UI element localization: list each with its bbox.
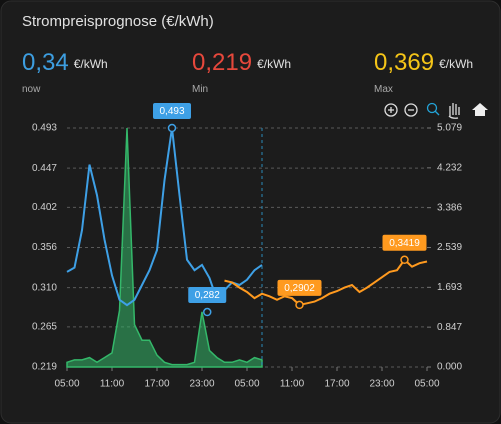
x-tick-label: 17:00	[324, 379, 349, 390]
annotation-label: 0,282	[195, 290, 220, 301]
stat-label: Min	[192, 84, 208, 95]
stat-unit: €/kWh	[74, 57, 108, 71]
y2-tick-label: 0.847	[437, 322, 462, 333]
stats: 0,34 €/kWh now 0,219 €/kWh Min 0,369 €/kWh Max	[22, 49, 473, 95]
pan[interactable]	[448, 103, 460, 119]
y-tick-label: 0.447	[32, 163, 57, 174]
annotation-label: 0,493	[159, 106, 184, 117]
line	[66, 127, 263, 307]
x-tick-label: 11:00	[280, 379, 305, 390]
stat-unit: €/kWh	[257, 57, 291, 71]
annotation-label: 0,2902	[284, 283, 315, 294]
y-tick-label: 0.402	[32, 202, 57, 213]
stat-value: 0,34	[22, 49, 69, 76]
zoom-out[interactable]	[404, 103, 418, 117]
card-title: Strompreisprognose (€/kWh)	[22, 13, 214, 30]
y-tick-label: 0.219	[32, 362, 57, 373]
area	[66, 127, 263, 368]
annotation-box	[188, 287, 227, 304]
x-tick-label: 11:00	[100, 379, 125, 390]
zoom-in[interactable]	[384, 103, 398, 117]
annotation-point	[295, 300, 304, 310]
y2-tick-label: 3.386	[437, 202, 462, 213]
annotation-point	[400, 255, 409, 265]
stat-unit: €/kWh	[439, 57, 473, 71]
x-tick-label: 17:00	[144, 379, 169, 390]
annotation-box	[153, 103, 191, 119]
annotation-box	[382, 234, 427, 251]
stat-label: Max	[374, 84, 393, 95]
home[interactable]	[472, 103, 488, 116]
y2-tick-label: 5.079	[437, 123, 462, 134]
stat-label: now	[22, 84, 41, 95]
y-tick-label: 0.356	[32, 242, 57, 253]
x-tick-label: 23:00	[189, 379, 214, 390]
stat-value: 0,219	[192, 49, 252, 76]
y-tick-label: 0.493	[32, 123, 57, 134]
line	[224, 258, 428, 306]
x-tick-label: 23:00	[369, 379, 394, 390]
y2-tick-label: 1.693	[437, 282, 462, 293]
toolbar	[384, 102, 488, 119]
x-tick-label: 05:00	[54, 379, 79, 390]
plot: 0.219 0.265 0.310 0.356 0.402 0.447 0.493 0.000…	[32, 103, 462, 390]
annotation-label: 0,3419	[389, 238, 420, 249]
y-tick-label: 0.265	[32, 322, 57, 333]
annotation-box	[277, 279, 322, 296]
y2-tick-label: 4.232	[437, 162, 462, 173]
x-tick-label: 05:00	[414, 379, 439, 390]
x-tick-label: 05:00	[234, 379, 259, 390]
y2-tick-label: 0.000	[437, 362, 462, 373]
y-tick-label: 0.310	[32, 282, 57, 293]
annotation-point	[203, 307, 212, 317]
y2-tick-label: 2.539	[437, 242, 462, 253]
stat-value: 0,369	[374, 49, 434, 76]
zoom-select[interactable]	[426, 102, 440, 116]
annotation-point	[167, 123, 177, 133]
